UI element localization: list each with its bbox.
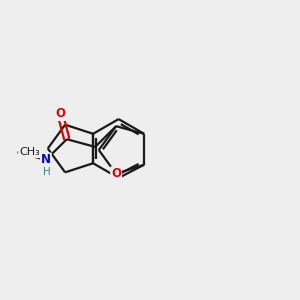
Text: H: H (43, 167, 51, 177)
Text: N: N (41, 153, 51, 167)
Text: O: O (55, 107, 65, 120)
Text: CH₃: CH₃ (19, 147, 40, 157)
Text: O: O (111, 167, 121, 180)
